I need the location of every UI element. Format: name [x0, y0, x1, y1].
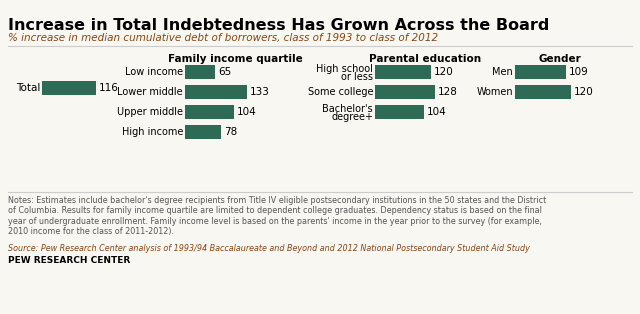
Text: 133: 133 [250, 87, 270, 97]
Text: 104: 104 [426, 107, 446, 117]
Text: 128: 128 [438, 87, 458, 97]
Text: % increase in median cumulative debt of borrowers, class of 1993 to class of 201: % increase in median cumulative debt of … [8, 33, 438, 43]
Text: 120: 120 [574, 87, 594, 97]
Text: Low income: Low income [125, 67, 183, 77]
Text: Lower middle: Lower middle [117, 87, 183, 97]
Text: High income: High income [122, 127, 183, 137]
FancyBboxPatch shape [185, 125, 221, 139]
Text: 104: 104 [237, 107, 256, 117]
Text: Increase in Total Indebtedness Has Grown Across the Board: Increase in Total Indebtedness Has Grown… [8, 18, 549, 33]
Text: High school: High school [316, 64, 373, 74]
FancyBboxPatch shape [185, 65, 215, 79]
Text: Upper middle: Upper middle [117, 107, 183, 117]
FancyBboxPatch shape [185, 85, 247, 99]
Text: Gender: Gender [539, 54, 581, 64]
Text: Family income quartile: Family income quartile [168, 54, 302, 64]
FancyBboxPatch shape [42, 81, 96, 95]
FancyBboxPatch shape [375, 85, 435, 99]
Text: Men: Men [492, 67, 513, 77]
Text: 120: 120 [434, 67, 454, 77]
Text: degree+: degree+ [331, 112, 373, 122]
FancyBboxPatch shape [375, 65, 431, 79]
FancyBboxPatch shape [375, 105, 424, 119]
Text: Total: Total [15, 83, 40, 93]
FancyBboxPatch shape [515, 65, 566, 79]
Text: Notes: Estimates include bachelor's degree recipients from Title IV eligible pos: Notes: Estimates include bachelor's degr… [8, 196, 547, 236]
Text: Parental education: Parental education [369, 54, 481, 64]
Text: or less: or less [341, 72, 373, 82]
Text: PEW RESEARCH CENTER: PEW RESEARCH CENTER [8, 256, 131, 265]
Text: 65: 65 [218, 67, 232, 77]
Text: 109: 109 [569, 67, 589, 77]
Text: 116: 116 [99, 83, 119, 93]
FancyBboxPatch shape [185, 105, 234, 119]
Text: Source: Pew Research Center analysis of 1993/94 Baccalaureate and Beyond and 201: Source: Pew Research Center analysis of … [8, 244, 530, 253]
FancyBboxPatch shape [515, 85, 571, 99]
Text: Women: Women [476, 87, 513, 97]
Text: 78: 78 [225, 127, 237, 137]
Text: Some college: Some college [307, 87, 373, 97]
Text: Bachelor's: Bachelor's [323, 104, 373, 114]
